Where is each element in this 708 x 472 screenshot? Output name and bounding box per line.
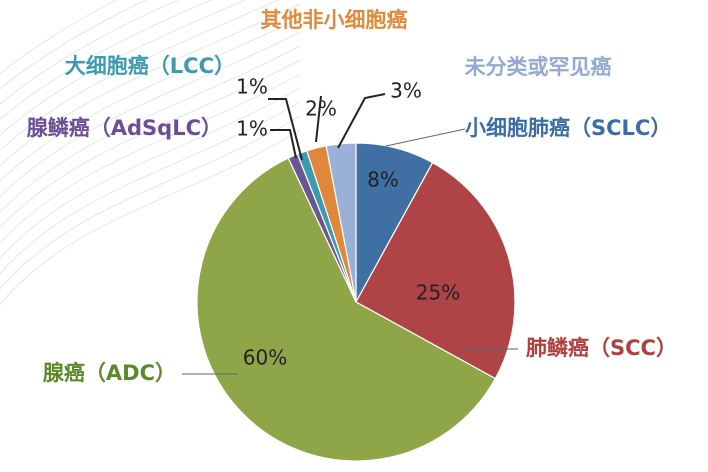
percentage-labels: 8% 25% 60% 1% 1% 2% 3%	[236, 75, 460, 370]
pie-slice-1	[355, 161, 516, 380]
background-line	[0, 0, 280, 152]
background-line	[0, 87, 301, 259]
category-label-0: 小细胞肺癌（SCLC）	[465, 116, 671, 140]
percentage-label-5: 2%	[305, 97, 337, 121]
leader-line-3	[270, 129, 297, 159]
pie-slice-2	[196, 157, 497, 462]
category-label-3: 腺鳞癌（AdSqLC）	[27, 116, 222, 140]
percentage-label-6: 3%	[390, 79, 422, 103]
pie-slices	[196, 142, 516, 462]
percentage-label-1: 25%	[416, 281, 460, 305]
background-line	[0, 0, 213, 121]
percentage-label-2: 60%	[243, 346, 287, 370]
category-label-1: 肺鳞癌（SCC）	[526, 336, 677, 360]
percentage-label-4: 1%	[236, 75, 268, 99]
category-label-4: 大细胞癌（LCC）	[65, 54, 235, 78]
background-line	[0, 115, 301, 290]
leader-lines	[182, 93, 518, 375]
background-line	[0, 73, 301, 244]
percentage-label-3: 1%	[236, 117, 268, 141]
background-line	[0, 31, 301, 198]
category-labels: 小细胞肺癌（SCLC） 肺鳞癌（SCC） 腺癌（ADC） 腺鳞癌（AdSqLC） 大细胞…	[27, 8, 677, 385]
category-label-2: 腺癌（ADC）	[43, 361, 176, 385]
category-label-6: 未分类或罕见癌	[465, 55, 612, 79]
leader-line-0	[385, 128, 466, 147]
background-line	[0, 59, 301, 229]
background-line	[0, 45, 301, 213]
background-line	[0, 0, 118, 75]
background-swirl-lines	[0, 0, 301, 306]
category-label-5: 其他非小细胞癌	[261, 8, 408, 32]
leader-line-4	[268, 98, 303, 161]
leader-line-6	[337, 93, 386, 149]
background-line	[0, 0, 247, 136]
background-line	[0, 129, 301, 306]
background-line	[0, 17, 301, 182]
background-line	[0, 3, 301, 167]
background-line	[0, 101, 301, 275]
background-line	[0, 0, 179, 105]
percentage-label-0: 8%	[367, 168, 399, 192]
leader-line-5	[315, 95, 322, 143]
background-line	[0, 0, 148, 90]
